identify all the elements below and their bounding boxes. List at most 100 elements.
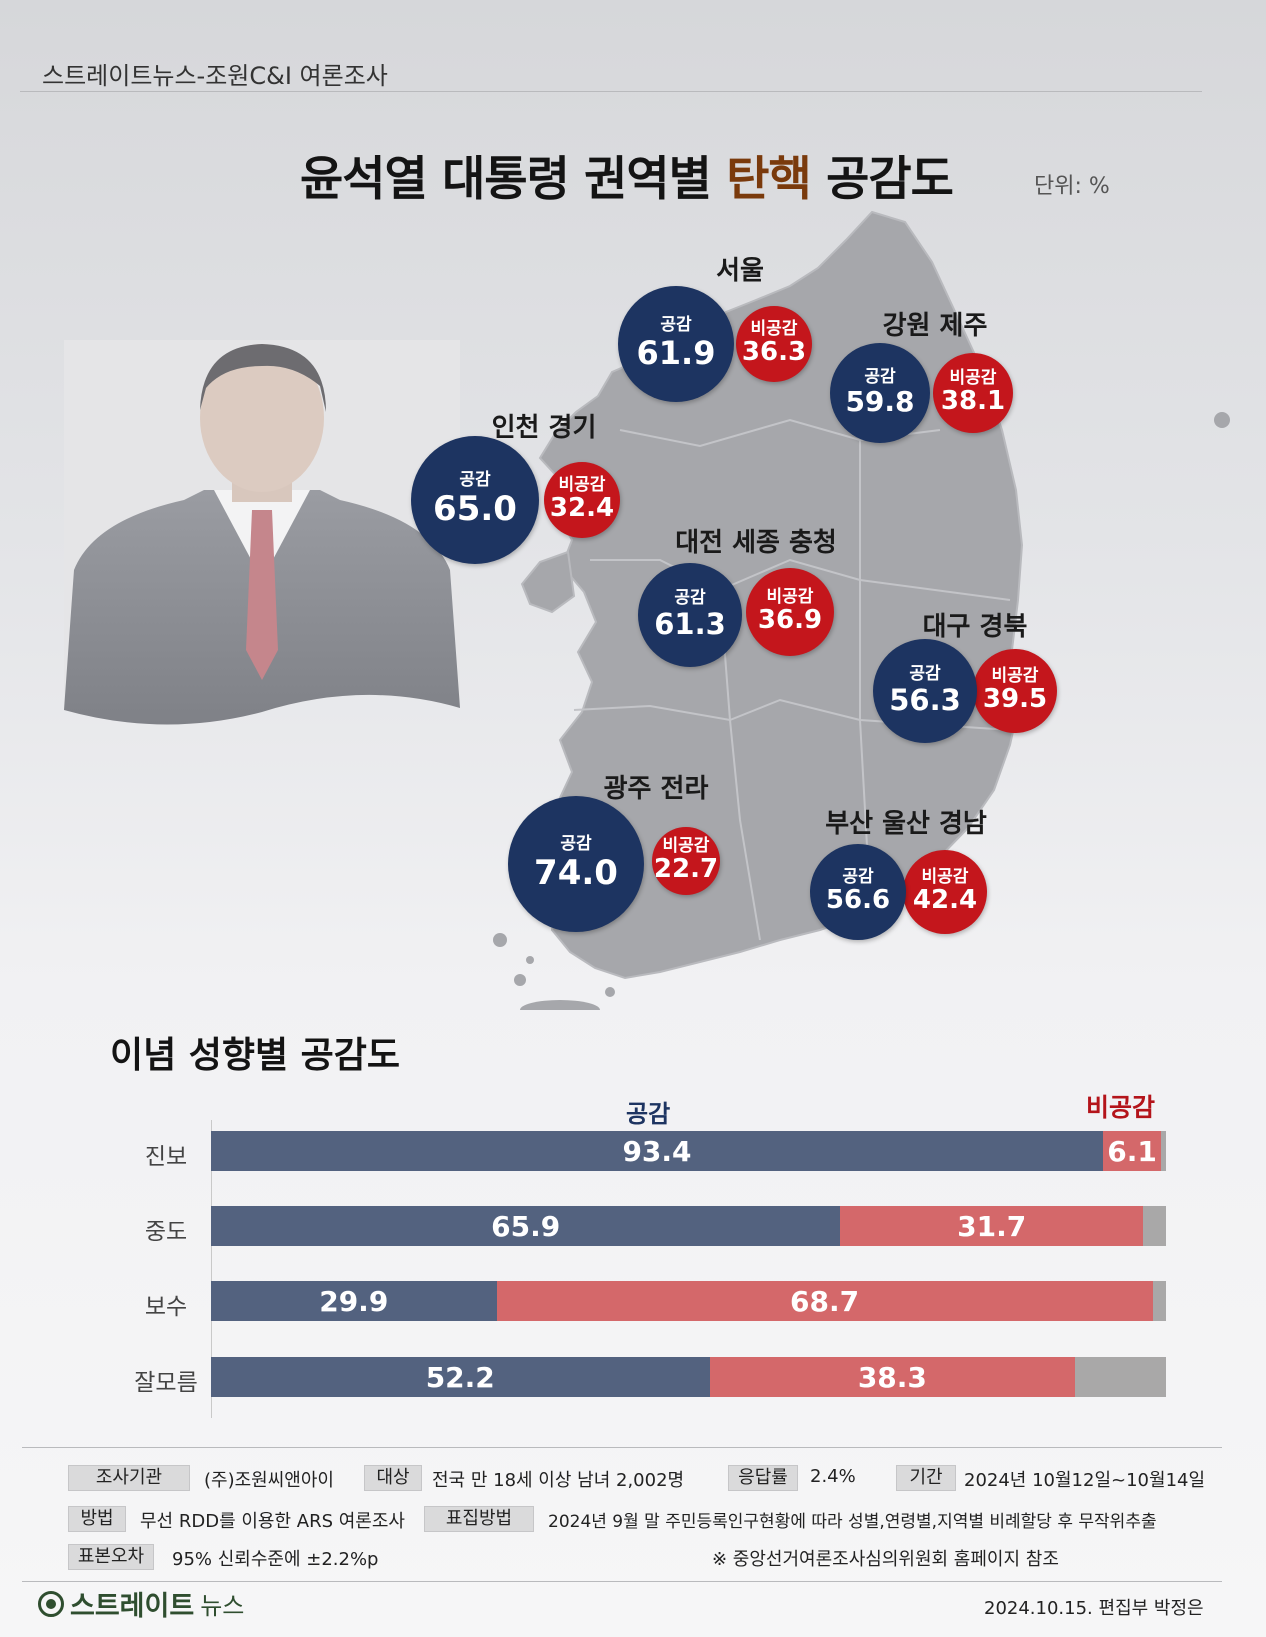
ulleung-island-shape: [1214, 412, 1230, 428]
region-agree-label: 공감: [674, 587, 706, 608]
region-name-7: 부산 울산 경남: [825, 809, 987, 839]
region-name-6: 광주 전라: [603, 774, 709, 804]
region-name-4: 대전 세종 충청: [675, 528, 837, 558]
region-agree-bubble-5: 공감 56.3: [873, 639, 977, 743]
bar-disagree-value: 38.3: [857, 1360, 927, 1394]
president-photo: [64, 340, 460, 725]
survey-period-value: 2024년 10월12일~10월14일: [964, 1470, 1206, 1491]
survey-target-tag: 대상: [364, 1465, 422, 1491]
title-part-2: 공감도: [810, 152, 954, 207]
bar-category-label: 보수: [144, 1294, 188, 1320]
region-agree-label: 공감: [864, 366, 896, 387]
footer-date-author: 2024.10.15. 편집부 박정은: [984, 1598, 1204, 1619]
region-agree-label: 공감: [842, 866, 874, 887]
bar-agree-segment: 65.9: [211, 1206, 841, 1246]
region-disagree-value: 32.4: [549, 493, 615, 524]
bar-disagree-value: 6.1: [1107, 1134, 1157, 1168]
footer-divider-bottom: [22, 1581, 1222, 1582]
unit-label: 단위: %: [1034, 174, 1110, 199]
region-disagree-value: 39.5: [982, 684, 1048, 715]
bar-disagree-segment: 6.1: [1102, 1131, 1162, 1171]
region-disagree-label: 비공감: [991, 665, 1039, 686]
province-border-2: [590, 558, 1011, 601]
region-agree-value: 61.9: [636, 333, 716, 372]
bar-category-label: 진보: [144, 1144, 188, 1170]
bar-row: 93.4 6.1: [211, 1131, 1166, 1171]
region-disagree-value: 36.3: [741, 337, 807, 368]
island-dot-4: [526, 956, 534, 964]
island-dot-2: [605, 987, 615, 997]
bar-agree-segment: 93.4: [211, 1131, 1103, 1171]
bar-disagree-value: 68.7: [790, 1284, 860, 1318]
region-name-3: 인천 경기: [491, 413, 597, 443]
region-disagree-label: 비공감: [921, 866, 969, 887]
region-disagree-bubble-1: 비공감 36.3: [736, 306, 812, 382]
region-disagree-label: 비공감: [558, 474, 606, 495]
bar-disagree-segment: 38.3: [709, 1357, 1076, 1397]
header-divider: [20, 91, 1202, 92]
region-agree-bubble-7: 공감 56.6: [810, 844, 906, 940]
region-disagree-value: 38.1: [940, 386, 1006, 417]
region-agree-value: 65.0: [433, 488, 517, 529]
jeju-island-shape: [520, 1000, 600, 1010]
region-agree-label: 공감: [660, 315, 692, 336]
region-agree-bubble-6: 공감 74.0: [508, 796, 644, 932]
region-agree-value: 61.3: [654, 606, 726, 641]
region-disagree-bubble-4: 비공감 36.9: [746, 568, 834, 656]
footer-divider-top: [22, 1447, 1222, 1448]
bar-disagree-segment: 68.7: [496, 1281, 1153, 1321]
region-agree-label: 공감: [560, 834, 592, 855]
island-dot-3: [493, 933, 507, 947]
province-border-5: [859, 440, 871, 901]
survey-org-tag: 조사기관: [68, 1465, 190, 1491]
ideology-chart-title: 이념 성향별 공감도: [110, 1035, 401, 1076]
bar-agree-value: 52.2: [425, 1360, 495, 1394]
island-dot-1: [514, 974, 526, 986]
bar-row: 52.2 38.3: [211, 1357, 1166, 1397]
bar-agree-segment: 52.2: [211, 1357, 710, 1397]
bar-agree-segment: 29.9: [211, 1281, 497, 1321]
bar-row: 65.9 31.7: [211, 1206, 1166, 1246]
region-agree-bubble-2: 공감 59.8: [830, 343, 930, 443]
region-agree-bubble-4: 공감 61.3: [638, 563, 742, 667]
region-agree-bubble-1: 공감 61.9: [618, 286, 734, 402]
region-disagree-value: 42.4: [912, 885, 978, 916]
survey-org-value: (주)조원씨앤아이: [204, 1470, 334, 1491]
region-disagree-bubble-5: 비공감 39.5: [973, 649, 1057, 733]
survey-rate-value: 2.4%: [810, 1466, 856, 1487]
region-disagree-bubble-3: 비공감 32.4: [544, 462, 620, 538]
region-disagree-bubble-2: 비공감 38.1: [933, 353, 1013, 433]
title-part-1: 윤석열 대통령 권역별: [300, 152, 727, 207]
region-disagree-label: 비공감: [949, 367, 997, 388]
region-disagree-value: 22.7: [653, 854, 719, 885]
region-name-1: 서울: [716, 256, 764, 286]
legend-disagree-label: 비공감: [1086, 1093, 1156, 1122]
survey-method-value: 무선 RDD를 이용한 ARS 여론조사: [140, 1511, 405, 1532]
bar-category-label: 잘모름: [134, 1370, 198, 1396]
region-disagree-bubble-6: 비공감 22.7: [652, 827, 720, 895]
korea-west-peninsula-shape: [520, 550, 576, 614]
logo-main-text: 스트레이트: [70, 1591, 195, 1622]
hair-shape: [200, 344, 326, 412]
region-disagree-label: 비공감: [662, 835, 710, 856]
face-shape: [200, 344, 324, 492]
region-disagree-bubble-7: 비공감 42.4: [903, 850, 987, 934]
straight-news-logo: 스트레이트 뉴스: [38, 1584, 244, 1623]
region-agree-value: 56.3: [889, 682, 961, 717]
survey-rate-tag: 응답률: [728, 1465, 798, 1491]
region-agree-bubble-3: 공감 65.0: [411, 436, 539, 564]
title-highlight: 탄핵: [726, 152, 811, 207]
survey-target-value: 전국 만 18세 이상 남녀 2,002명: [432, 1470, 685, 1491]
bar-row: 29.9 68.7: [211, 1281, 1166, 1321]
logo-mark-icon: [38, 1590, 64, 1617]
bar-agree-value: 93.4: [622, 1134, 692, 1168]
region-disagree-label: 비공감: [750, 318, 798, 339]
survey-period-tag: 기간: [896, 1465, 956, 1491]
tie-shape: [246, 510, 278, 680]
region-name-5: 대구 경북: [922, 612, 1028, 642]
survey-error-value: 95% 신뢰수준에 ±2.2%p: [172, 1549, 379, 1570]
survey-sampling-tag: 표집방법: [424, 1506, 534, 1532]
region-agree-value: 56.6: [825, 885, 891, 916]
logo-sub-text: 뉴스: [200, 1592, 245, 1620]
survey-method-tag: 방법: [68, 1506, 126, 1532]
